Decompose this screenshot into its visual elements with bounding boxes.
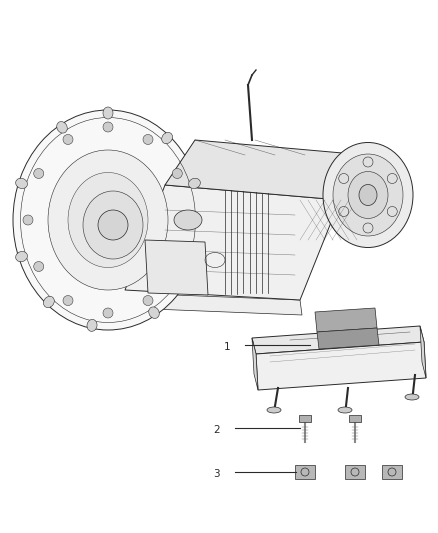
Ellipse shape: [359, 184, 377, 206]
Polygon shape: [125, 185, 340, 300]
Ellipse shape: [338, 407, 352, 413]
Circle shape: [63, 134, 73, 144]
Ellipse shape: [333, 154, 403, 236]
Ellipse shape: [149, 307, 159, 318]
Circle shape: [98, 210, 128, 240]
Circle shape: [63, 295, 73, 305]
Polygon shape: [420, 326, 426, 378]
Text: 1: 1: [223, 342, 230, 352]
Polygon shape: [295, 465, 315, 479]
Ellipse shape: [16, 252, 28, 262]
Ellipse shape: [189, 252, 200, 262]
Circle shape: [172, 262, 182, 271]
Circle shape: [143, 295, 153, 305]
Ellipse shape: [323, 142, 413, 247]
Ellipse shape: [162, 132, 173, 143]
Polygon shape: [252, 338, 258, 390]
Ellipse shape: [405, 394, 419, 400]
Polygon shape: [256, 342, 426, 390]
Polygon shape: [252, 326, 424, 354]
Ellipse shape: [43, 296, 54, 308]
Ellipse shape: [348, 172, 388, 219]
Polygon shape: [317, 328, 379, 349]
Ellipse shape: [103, 107, 113, 119]
Ellipse shape: [83, 191, 143, 259]
Ellipse shape: [57, 122, 67, 133]
Ellipse shape: [68, 173, 148, 268]
Circle shape: [103, 308, 113, 318]
Ellipse shape: [16, 178, 28, 189]
Polygon shape: [50, 290, 302, 315]
Circle shape: [143, 134, 153, 144]
Ellipse shape: [87, 319, 97, 332]
Circle shape: [34, 168, 44, 179]
Polygon shape: [349, 415, 361, 422]
Text: 2: 2: [213, 425, 220, 435]
Circle shape: [183, 215, 193, 225]
Ellipse shape: [189, 178, 200, 189]
Circle shape: [23, 215, 33, 225]
Ellipse shape: [48, 150, 168, 290]
Polygon shape: [299, 415, 311, 422]
Circle shape: [172, 168, 182, 179]
Text: 3: 3: [213, 469, 220, 479]
Circle shape: [103, 122, 113, 132]
Polygon shape: [345, 465, 365, 479]
Polygon shape: [315, 308, 377, 332]
Ellipse shape: [13, 110, 203, 330]
Ellipse shape: [267, 407, 281, 413]
Circle shape: [34, 262, 44, 271]
Ellipse shape: [174, 210, 202, 230]
Polygon shape: [145, 240, 208, 295]
Polygon shape: [382, 465, 402, 479]
Polygon shape: [165, 140, 365, 200]
